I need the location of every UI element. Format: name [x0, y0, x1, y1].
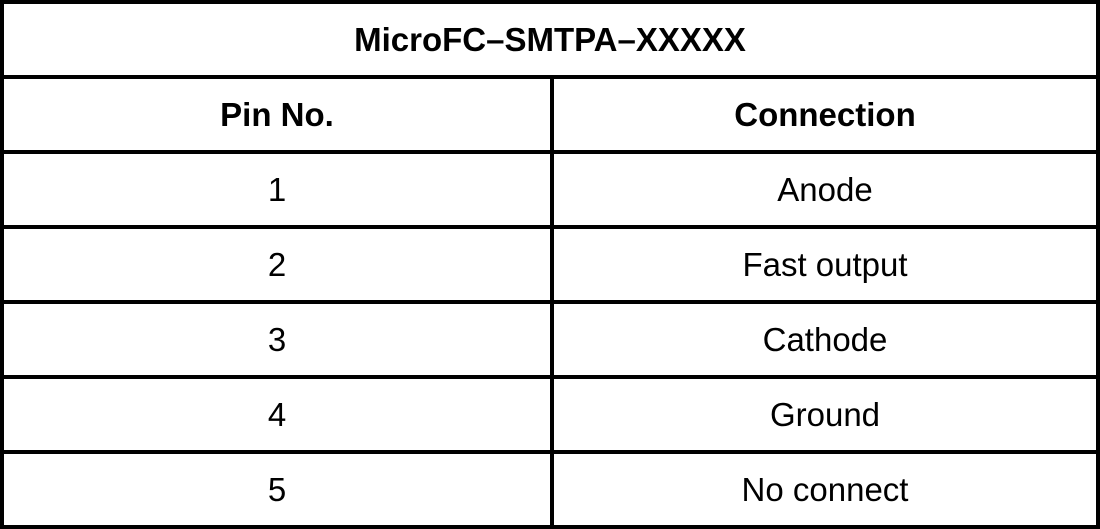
- pin-number: 1: [0, 150, 554, 229]
- connection: Ground: [550, 375, 1100, 454]
- pin-number: 2: [0, 225, 554, 304]
- header-pin-no: Pin No.: [0, 75, 554, 154]
- connection: No connect: [550, 450, 1100, 529]
- table-row: 4 Ground: [0, 375, 1100, 454]
- connection: Anode: [550, 150, 1100, 229]
- pin-number: 5: [0, 450, 554, 529]
- title-row: MicroFC–SMTPA–XXXXX: [0, 0, 1100, 79]
- pin-number: 3: [0, 300, 554, 379]
- table-title: MicroFC–SMTPA–XXXXX: [0, 0, 1100, 79]
- connection: Fast output: [550, 225, 1100, 304]
- table-row: 3 Cathode: [0, 300, 1100, 379]
- connection: Cathode: [550, 300, 1100, 379]
- header-connection: Connection: [550, 75, 1100, 154]
- table-row: 2 Fast output: [0, 225, 1100, 304]
- table-row: 1 Anode: [0, 150, 1100, 229]
- pin-number: 4: [0, 375, 554, 454]
- header-row: Pin No. Connection: [0, 75, 1100, 154]
- table-row: 5 No connect: [0, 450, 1100, 529]
